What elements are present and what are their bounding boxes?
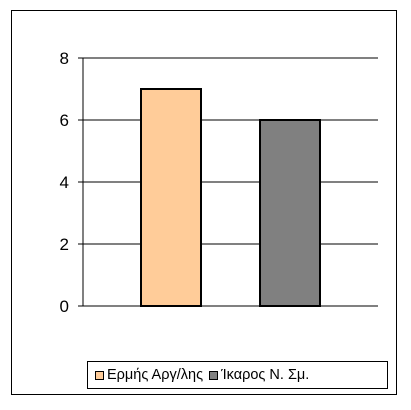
bar-ikaros	[259, 119, 321, 307]
legend-label-ikaros: Ίκαρος Ν. Σμ.	[221, 367, 310, 383]
y-tick-label: 6	[60, 111, 69, 130]
y-tick-label: 0	[60, 297, 69, 316]
chart-frame	[11, 10, 397, 395]
legend-swatch-ikaros	[209, 370, 219, 380]
y-tick-label: 8	[60, 49, 69, 68]
gridlines	[83, 57, 378, 307]
y-axis: 0 2 4 6 8	[60, 49, 84, 316]
y-tick-label: 2	[60, 235, 69, 254]
bars	[140, 88, 321, 307]
y-tick-label: 4	[60, 173, 69, 192]
legend: Ερμής Αργ/λης Ίκαρος Ν. Σμ.	[87, 361, 388, 389]
bar-ermis	[140, 88, 202, 307]
legend-label-ermis: Ερμής Αργ/λης	[107, 367, 204, 383]
legend-entry: Ίκαρος Ν. Σμ.	[209, 367, 309, 383]
legend-entry: Ερμής Αργ/λης	[95, 367, 203, 383]
legend-swatch-ermis	[95, 370, 104, 380]
